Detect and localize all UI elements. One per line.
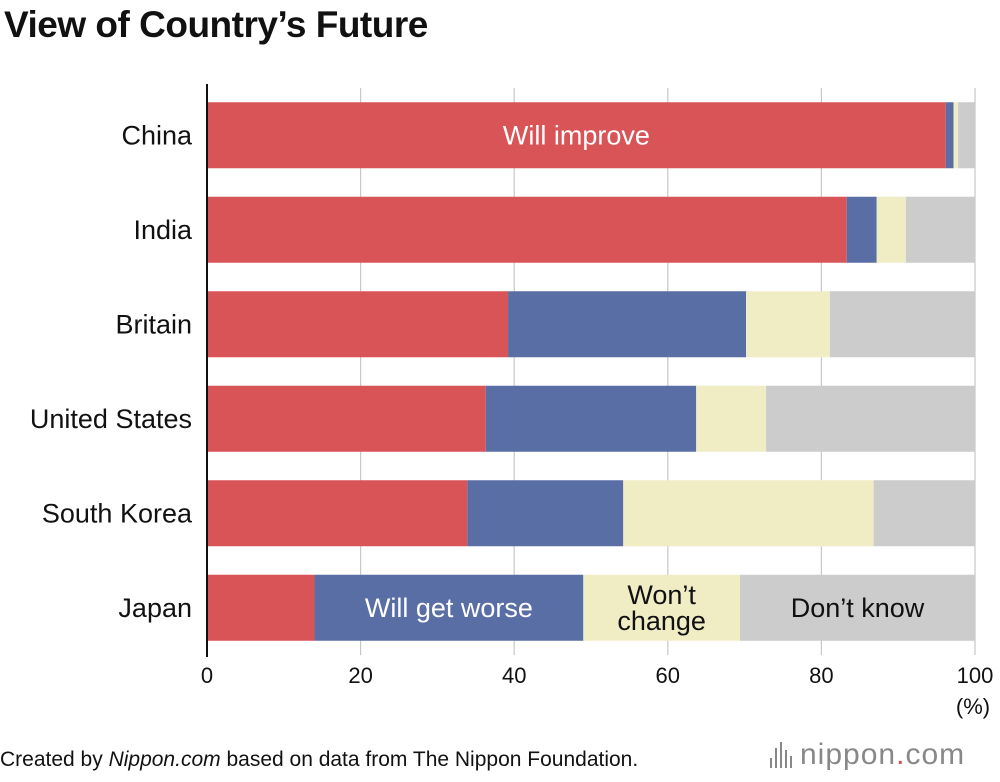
bar-china-will-get-worse — [945, 102, 954, 169]
segment-label-don-t-know: Don’t know — [791, 593, 925, 623]
x-tick-label-60: 60 — [656, 663, 680, 688]
bar-china-don-t-know — [958, 102, 975, 169]
logo-dot: . — [896, 738, 906, 771]
bar-japan-will-improve — [207, 574, 315, 641]
bar-britain-don-t-know — [829, 291, 975, 358]
bar-south-korea-will-improve — [207, 480, 468, 547]
bar-britain-will-get-worse — [508, 291, 747, 358]
nippon-logo: nippon.com — [770, 738, 965, 772]
logo-wordmark: nippon.com — [800, 738, 965, 772]
segment-label-won-t-change: change — [617, 606, 706, 636]
bar-japan-will-get-worse — [314, 574, 584, 641]
x-tick-label-20: 20 — [348, 663, 372, 688]
chart-area: 0 20 40 60 80 100 (%) China India Britain United S… — [30, 84, 993, 719]
bar-south-korea-will-get-worse — [467, 480, 624, 547]
x-tick-label-100: 100 — [957, 663, 994, 688]
x-tick-label-0: 0 — [201, 663, 213, 688]
bar-india-won-t-change — [876, 196, 906, 263]
footer-prefix: Created by — [0, 748, 109, 771]
segment-label-won-t-change: Won’t — [627, 580, 696, 610]
bar-britain-won-t-change — [746, 291, 830, 358]
bar-china-won-t-change — [953, 102, 959, 169]
x-tick-label-40: 40 — [502, 663, 526, 688]
bar-china-will-improve — [207, 102, 946, 169]
category-label-india: India — [133, 215, 193, 245]
x-axis-unit-label: (%) — [956, 694, 990, 719]
footer-site: Nippon.com — [108, 748, 221, 771]
labels: 0 20 40 60 80 100 (%) China India Britain United S… — [30, 120, 993, 719]
bar-united-states-won-t-change — [696, 385, 767, 452]
logo-mark-icon — [770, 742, 792, 768]
segment-label-will-get-worse: Will get worse — [365, 593, 533, 623]
bar-india-will-get-worse — [846, 196, 877, 263]
category-label-china: China — [121, 120, 193, 150]
bar-britain-will-improve — [207, 291, 509, 358]
footer-suffix: based on data from The Nippon Foundation… — [220, 748, 639, 771]
bar-united-states-will-get-worse — [485, 385, 697, 452]
gridlines — [360, 88, 976, 655]
bar-india-will-improve — [207, 196, 847, 263]
source-footer: Created by Nippon.com based on data from… — [0, 748, 638, 772]
bar-south-korea-don-t-know — [873, 480, 975, 547]
bar-united-states-don-t-know — [766, 385, 975, 452]
bar-japan-won-t-change — [583, 574, 740, 641]
bar-japan-don-t-know — [739, 574, 975, 641]
category-label-united-states: United States — [30, 404, 192, 434]
category-label-britain: Britain — [115, 309, 192, 339]
bar-india-don-t-know — [905, 196, 975, 263]
logo-word: nippon — [800, 738, 897, 771]
bar-south-korea-won-t-change — [623, 480, 874, 547]
segment-label-will-improve: Will improve — [503, 120, 650, 150]
chart-title: View of Country’s Future — [4, 4, 428, 45]
bar-united-states-will-improve — [207, 385, 486, 452]
x-tick-label-80: 80 — [809, 663, 833, 688]
category-label-japan: Japan — [118, 593, 192, 623]
category-label-south-korea: South Korea — [42, 498, 193, 528]
bars — [207, 102, 975, 641]
logo-tld: com — [905, 738, 966, 771]
